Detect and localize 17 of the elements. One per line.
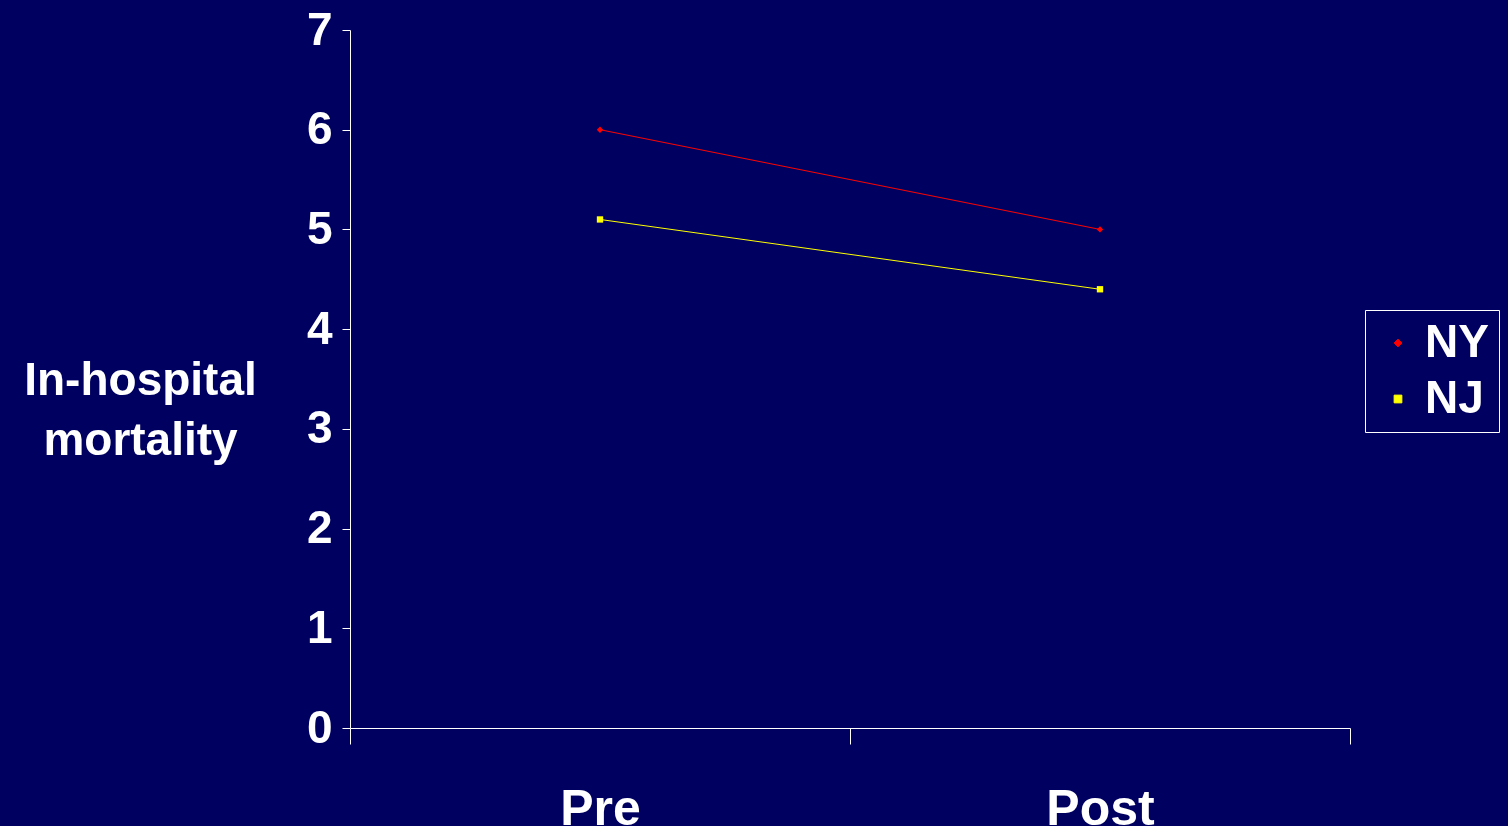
y-tick-label: 7 xyxy=(306,2,333,55)
point xyxy=(596,216,604,223)
y-tick-label: 6 xyxy=(306,102,333,155)
point xyxy=(1096,226,1104,233)
y-axis-title: In-hospital mortality xyxy=(24,352,257,465)
legend-label: NJ xyxy=(1425,371,1484,423)
y-tick-label: 5 xyxy=(306,201,333,254)
point xyxy=(1096,286,1104,293)
x-tick-label: Pre xyxy=(560,779,641,826)
legend-label: NY xyxy=(1425,315,1489,367)
y-tick-label: 1 xyxy=(306,600,333,653)
x-tick-label: Post xyxy=(1046,779,1156,826)
y-tick-label: 0 xyxy=(306,700,333,753)
point xyxy=(596,126,604,133)
y-tick-label: 4 xyxy=(306,301,333,354)
y-tick-label: 2 xyxy=(306,501,333,554)
y-tick-label: 3 xyxy=(306,401,333,454)
